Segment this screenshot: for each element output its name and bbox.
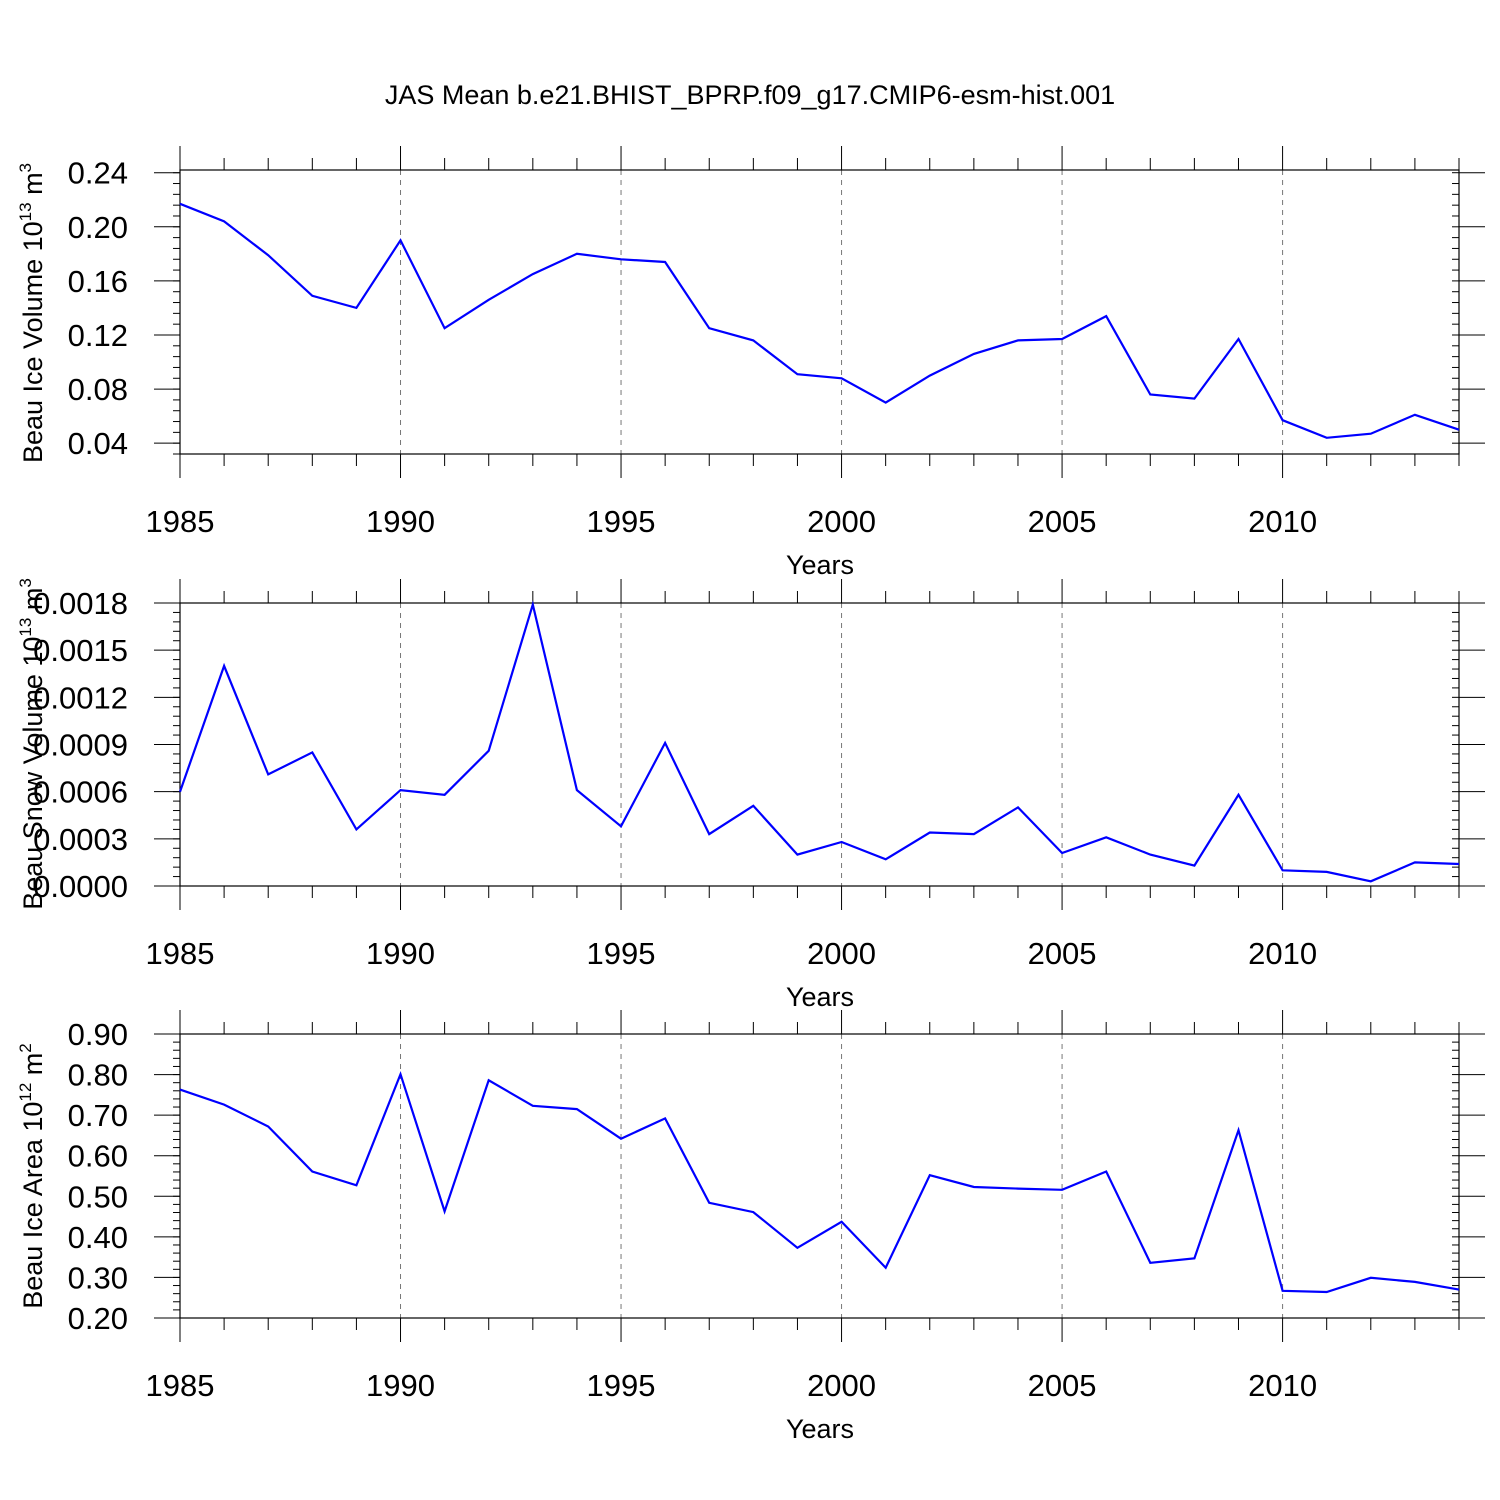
y-tick-label: 0.0009 (33, 728, 128, 763)
panel-2: 0.0000 0.0003 0.0006 0.0009 0.0012 0.0015 0.00… (16, 578, 1485, 1012)
panel-3: 0.20 0.30 0.40 0.50 0.60 0.70 0.80 0.90 1985 1990… (16, 1010, 1485, 1444)
plot-frame (179, 1033, 1460, 1319)
figure-title: JAS Mean b.e21.BHIST_BPRP.f09_g17.CMIP6-… (384, 80, 1116, 110)
y-tick-label: 0.50 (68, 1179, 128, 1214)
x-tick-label: 2010 (1248, 1368, 1317, 1403)
y-tick-label: 0.60 (68, 1139, 128, 1174)
x-tick-label: 2005 (1028, 504, 1097, 539)
y-tick-label: 0.0015 (33, 633, 128, 668)
y-tick-label: 0.80 (68, 1058, 128, 1093)
series-line (179, 202, 1460, 439)
panel-1: 0.04 0.08 0.12 0.16 0.20 0.24 1985 1990 1995 2000… (16, 146, 1485, 580)
x-tick-label: 2000 (807, 1368, 876, 1403)
y-tick-label: 0.04 (68, 426, 128, 461)
x-tick-label: 1995 (587, 936, 656, 971)
x-tick-label: 2005 (1028, 1368, 1097, 1403)
x-tick-label: 1985 (146, 1368, 215, 1403)
y-tick-label: 0.90 (68, 1017, 128, 1052)
series-line (179, 1070, 1460, 1294)
x-tick-label: 1990 (366, 504, 435, 539)
x-tick-label: 1995 (587, 504, 656, 539)
y-tick-label: 0.0012 (33, 680, 128, 715)
y-tick-label: 0.30 (68, 1260, 128, 1295)
y-tick-label: 0.0003 (33, 822, 128, 857)
x-tick-label: 2010 (1248, 936, 1317, 971)
x-tick-label: 1985 (146, 936, 215, 971)
y-tick-label: 0.20 (68, 1301, 128, 1336)
y-tick-label: 0.40 (68, 1220, 128, 1255)
plot-frame (179, 169, 1460, 455)
x-tick-label: 1990 (366, 1368, 435, 1403)
x-tick-label: 1990 (366, 936, 435, 971)
x-tick-label: 2000 (807, 504, 876, 539)
y-axis-title: Beau Ice Volume 1013 m3 (16, 163, 48, 463)
y-tick-label: 0.12 (68, 318, 128, 353)
y-tick-label: 0.70 (68, 1098, 128, 1133)
x-axis-title: Years (786, 1414, 854, 1444)
y-tick-label: 0.16 (68, 264, 128, 299)
x-tick-label: 2010 (1248, 504, 1317, 539)
y-axis-title: Beau Snow Volume 1013 m3 (16, 578, 48, 910)
x-axis-title: Years (786, 982, 854, 1012)
y-tick-label: 0.24 (68, 156, 128, 191)
y-axis-title: Beau Ice Area 1012 m2 (16, 1043, 48, 1309)
x-tick-label: 2005 (1028, 936, 1097, 971)
y-tick-label: 0.20 (68, 210, 128, 245)
y-tick-label: 0.0006 (33, 775, 128, 810)
x-axis-title: Years (786, 550, 854, 580)
x-tick-label: 1985 (146, 504, 215, 539)
y-tick-label: 0.0018 (33, 586, 128, 621)
y-tick-label: 0.08 (68, 372, 128, 407)
series-line (178, 600, 1460, 883)
x-tick-label: 1995 (587, 1368, 656, 1403)
x-tick-label: 2000 (807, 936, 876, 971)
y-tick-label: 0.0000 (33, 869, 128, 904)
